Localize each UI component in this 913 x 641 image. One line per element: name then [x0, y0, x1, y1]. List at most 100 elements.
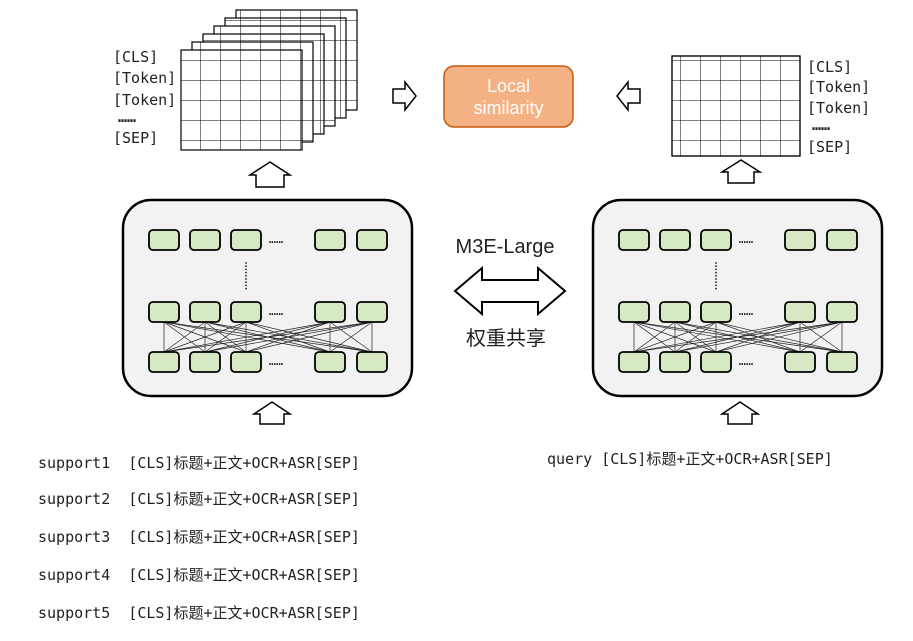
right-token-label: [Token] [807, 99, 870, 117]
connection-line [245, 321, 373, 353]
query-input-row: query [CLS]标题+正文+OCR+ASR[SEP] [547, 448, 833, 469]
row-ellipsis: …… [269, 354, 283, 368]
double-arrow-icon [453, 265, 567, 317]
query-encoder-network: …… …… …… [618, 229, 858, 373]
connection-line [163, 321, 331, 353]
neuron-node [356, 351, 388, 373]
neuron-node [189, 229, 221, 251]
neuron-node [618, 301, 650, 323]
neuron-node [148, 229, 180, 251]
query-text: [CLS]标题+正文+OCR+ASR[SEP] [601, 450, 833, 468]
support-token-matrix-stack [180, 9, 358, 151]
row-ellipsis: …… [739, 304, 753, 318]
support-input-row: support4 [CLS]标题+正文+OCR+ASR[SEP] [38, 564, 360, 585]
support-name: support4 [38, 566, 111, 584]
vertical-ellipsis-dot [715, 284, 717, 287]
vertical-ellipsis-dot [715, 271, 717, 274]
vertical-ellipsis-dot [715, 262, 717, 264]
neuron-node [700, 351, 732, 373]
vertical-ellipsis-dot [715, 268, 717, 271]
vertical-ellipsis-dot [245, 271, 247, 274]
arrow-right-icon [392, 79, 417, 113]
connection-line [799, 321, 843, 353]
token-matrix-layer [180, 49, 303, 151]
vertical-ellipsis-dot [245, 262, 247, 264]
left-token-label: [SEP] [113, 129, 158, 147]
connection-line [633, 321, 843, 353]
vertical-ellipsis-dot [715, 287, 717, 290]
support-text: [CLS]标题+正文+OCR+ASR[SEP] [128, 490, 360, 508]
connection-line [163, 321, 206, 353]
support-input-row: support2 [CLS]标题+正文+OCR+ASR[SEP] [38, 488, 360, 509]
neuron-node [230, 351, 262, 373]
support-text: [CLS]标题+正文+OCR+ASR[SEP] [128, 454, 360, 472]
neuron-node [618, 229, 650, 251]
local-similarity-box: Local similarity [443, 65, 574, 128]
vertical-ellipsis-dot [715, 281, 717, 284]
neuron-node [356, 301, 388, 323]
neuron-node [826, 351, 858, 373]
connection-line [204, 321, 373, 353]
neuron-node [314, 301, 346, 323]
neuron-node [659, 351, 691, 373]
left-token-label: …… [118, 108, 136, 126]
row-ellipsis: …… [269, 304, 283, 318]
neuron-node [230, 229, 262, 251]
row-ellipsis: …… [269, 232, 283, 246]
connection-line [633, 321, 717, 353]
neuron-node [659, 229, 691, 251]
neuron-node [189, 351, 221, 373]
vertical-ellipsis-dot [245, 265, 247, 268]
neuron-node [314, 351, 346, 373]
support-input-row: support1 [CLS]标题+正文+OCR+ASR[SEP] [38, 452, 360, 473]
vertical-ellipsis-dot [245, 281, 247, 284]
left-token-label: [CLS] [113, 48, 158, 66]
neuron-node [784, 301, 816, 323]
left-token-label: [Token] [113, 69, 176, 87]
vertical-ellipsis-dot [245, 287, 247, 290]
left-token-label: [Token] [113, 91, 176, 109]
vertical-ellipsis-dot [245, 284, 247, 287]
vertical-ellipsis-dot [715, 278, 717, 280]
right-token-label: …… [812, 116, 830, 134]
vertical-ellipsis-dot [245, 278, 247, 280]
neuron-node [784, 351, 816, 373]
connection-line [674, 321, 843, 353]
row-ellipsis: …… [739, 354, 753, 368]
connection-line [329, 321, 373, 353]
support-encoder-network: …… …… …… [148, 229, 388, 373]
connection-line [163, 321, 247, 353]
left-token-labels: [CLS] [Token] [Token] …… [SEP] [113, 48, 176, 147]
row-ellipsis: …… [739, 232, 753, 246]
connection-line [633, 321, 676, 353]
neuron-node [148, 301, 180, 323]
weight-sharing-label: 权重共享 [466, 327, 546, 350]
connection-line [163, 321, 373, 353]
neuron-node [314, 229, 346, 251]
similarity-label-line1: Local [487, 76, 530, 96]
support-name: support3 [38, 528, 111, 546]
support-name: support1 [38, 454, 111, 472]
neuron-node [618, 351, 650, 373]
neuron-node [189, 301, 221, 323]
support-text: [CLS]标题+正文+OCR+ASR[SEP] [128, 604, 360, 622]
right-token-label: [SEP] [807, 138, 852, 156]
neuron-node [700, 301, 732, 323]
connection-line [633, 321, 801, 353]
neuron-node [659, 301, 691, 323]
neuron-node [230, 301, 262, 323]
support-name: support2 [38, 490, 111, 508]
connection-line [715, 321, 843, 353]
neuron-node [148, 351, 180, 373]
similarity-label-line2: similarity [474, 98, 544, 118]
vertical-ellipsis-dot [245, 268, 247, 271]
support-text: [CLS]标题+正文+OCR+ASR[SEP] [128, 566, 360, 584]
model-name-label: M3E-Large [456, 236, 555, 258]
right-token-label: [CLS] [807, 58, 852, 76]
query-name: query [547, 450, 593, 468]
support-input-row: support3 [CLS]标题+正文+OCR+ASR[SEP] [38, 526, 360, 547]
arrow-up-icon [719, 401, 761, 425]
support-name: support5 [38, 604, 111, 622]
neuron-node [700, 229, 732, 251]
